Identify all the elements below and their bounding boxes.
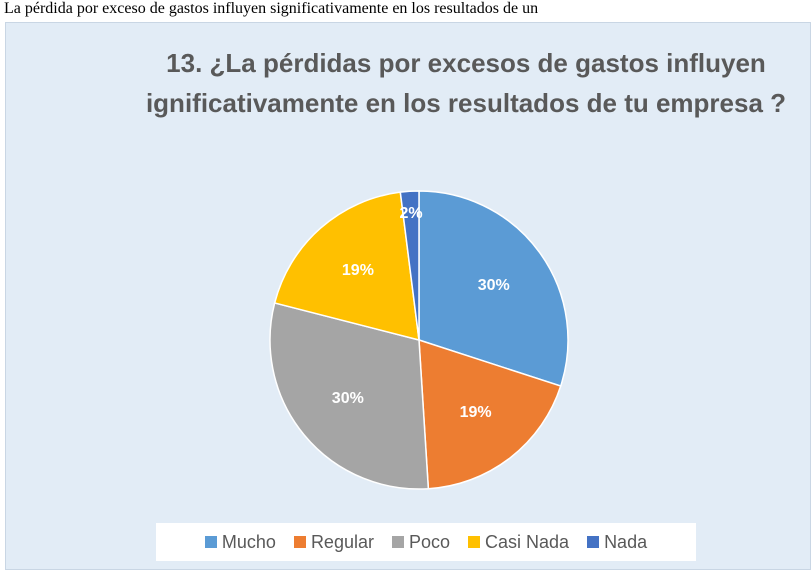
legend: Mucho Regular Poco Casi Nada Nada — [156, 523, 696, 561]
data-label: 30% — [332, 390, 364, 407]
pie-slice — [418, 338, 562, 490]
legend-item: Regular — [293, 531, 374, 553]
chart: 30% 19% 30% 19% 2% 13. ¿La pérdidas por exce… — [5, 22, 811, 570]
data-label: 30% — [478, 277, 510, 294]
legend-swatch — [468, 536, 481, 548]
legend-label: Regular — [310, 531, 374, 552]
data-label: 2% — [399, 205, 422, 222]
data-label: 19% — [460, 404, 492, 421]
legend-swatch — [204, 536, 217, 548]
legend-item: Mucho — [204, 531, 276, 553]
pie-slice — [399, 190, 420, 341]
legend-label: Mucho — [221, 531, 276, 552]
legend-item: Poco — [391, 531, 451, 553]
legend-label: Casi Nada — [485, 531, 570, 552]
pie-slice — [269, 302, 430, 490]
legend-item: Casi Nada — [468, 532, 569, 553]
legend-swatch — [293, 536, 306, 548]
pie-slice — [273, 191, 420, 342]
legend-item: Nada — [587, 532, 647, 553]
legend-swatch — [587, 536, 600, 548]
legend-label: Poco — [408, 531, 451, 552]
caption: . La pérdida por exceso de gastos influy… — [0, 0, 539, 17]
legend-label: Nada — [604, 531, 648, 552]
data-label: 19% — [342, 262, 374, 279]
pie-slice — [418, 190, 569, 387]
plot: 30% 19% 30% 19% 2% — [269, 190, 569, 490]
chart-title: 13. ¿La pérdidas por excesos de gastos i… — [145, 48, 787, 118]
legend-swatch — [391, 536, 404, 548]
